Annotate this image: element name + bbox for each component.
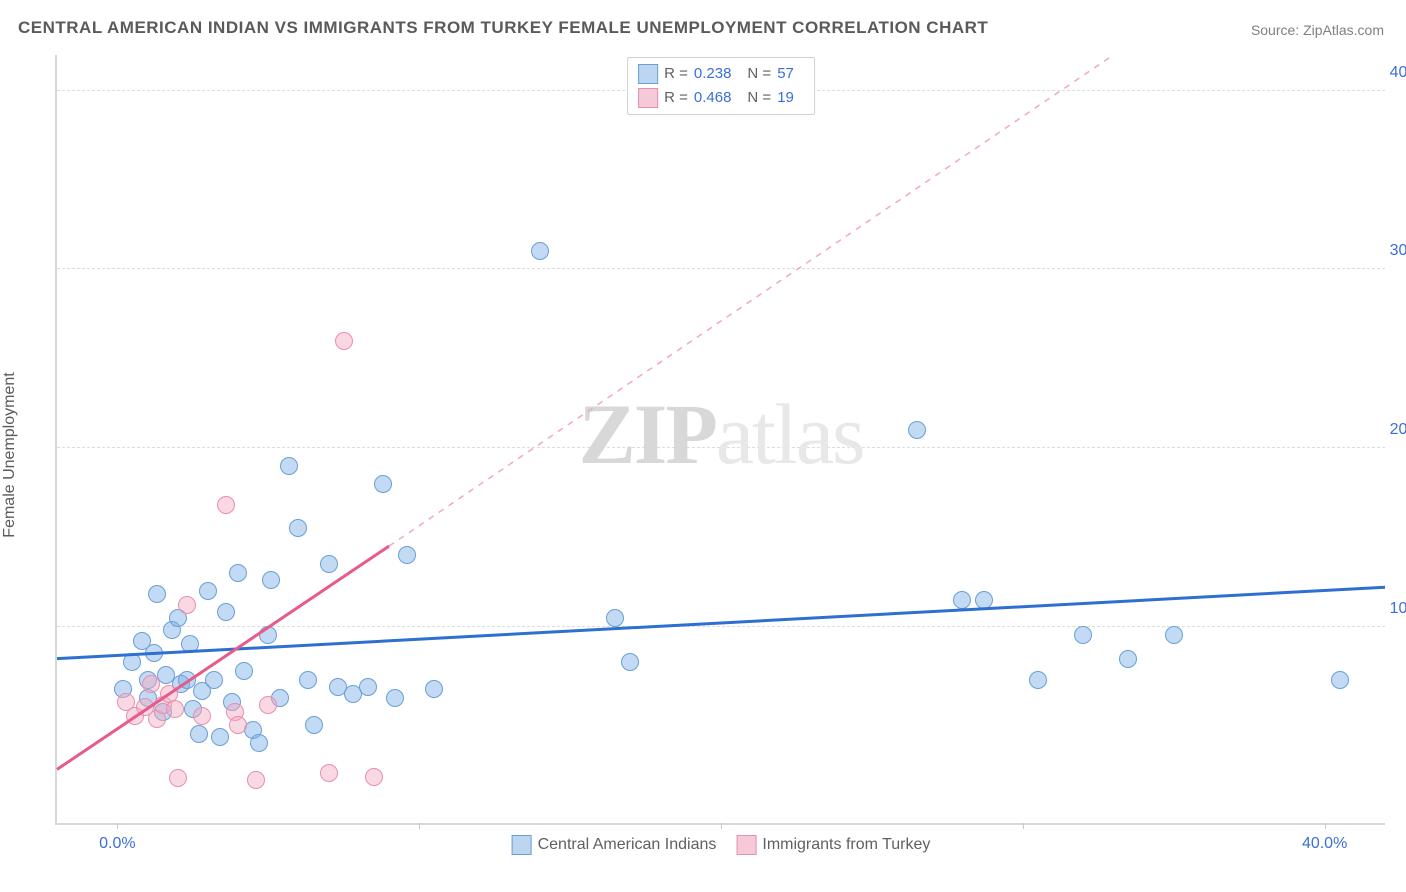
legend-n-value-pink: 19: [777, 86, 794, 110]
series-legend: Central American Indians Immigrants from…: [512, 835, 931, 855]
legend-swatch-blue: [638, 64, 658, 84]
legend-r-value-blue: 0.238: [694, 62, 732, 86]
legend-label-blue: Central American Indians: [538, 836, 717, 854]
legend-item-pink: Immigrants from Turkey: [736, 835, 930, 855]
chart-title: CENTRAL AMERICAN INDIAN VS IMMIGRANTS FR…: [18, 18, 988, 38]
trend-lines: [57, 55, 1385, 823]
y-tick-label: 40.0%: [1387, 64, 1406, 82]
x-tick-label: 0.0%: [99, 835, 135, 853]
y-axis-label: Female Unemployment: [1, 372, 19, 537]
legend-n-label: N =: [747, 86, 771, 110]
legend-label-pink: Immigrants from Turkey: [762, 836, 930, 854]
trend-line: [57, 587, 1385, 658]
correlation-legend: R = 0.238 N = 57 R = 0.468 N = 19: [627, 57, 815, 115]
trend-line: [57, 546, 389, 769]
y-tick-label: 20.0%: [1387, 421, 1406, 439]
x-tick-mark: [419, 823, 420, 829]
source-attribution: Source: ZipAtlas.com: [1251, 22, 1384, 38]
trend-line: [389, 55, 1113, 546]
legend-row-blue: R = 0.238 N = 57: [638, 62, 804, 86]
legend-r-label: R =: [664, 86, 688, 110]
legend-r-value-pink: 0.468: [694, 86, 732, 110]
x-tick-mark: [721, 823, 722, 829]
legend-row-pink: R = 0.468 N = 19: [638, 86, 804, 110]
legend-n-label: N =: [747, 62, 771, 86]
legend-n-value-blue: 57: [777, 62, 794, 86]
y-tick-label: 10.0%: [1387, 600, 1406, 618]
legend-swatch-pink-icon: [736, 835, 756, 855]
y-tick-label: 30.0%: [1387, 242, 1406, 260]
legend-item-blue: Central American Indians: [512, 835, 717, 855]
x-tick-mark: [1023, 823, 1024, 829]
x-tick-mark: [117, 823, 118, 829]
x-tick-label: 40.0%: [1302, 835, 1347, 853]
x-tick-mark: [1325, 823, 1326, 829]
legend-swatch-blue-icon: [512, 835, 532, 855]
legend-swatch-pink: [638, 88, 658, 108]
scatter-plot-area: ZIPatlas R = 0.238 N = 57 R = 0.468 N = …: [55, 55, 1385, 825]
legend-r-label: R =: [664, 62, 688, 86]
